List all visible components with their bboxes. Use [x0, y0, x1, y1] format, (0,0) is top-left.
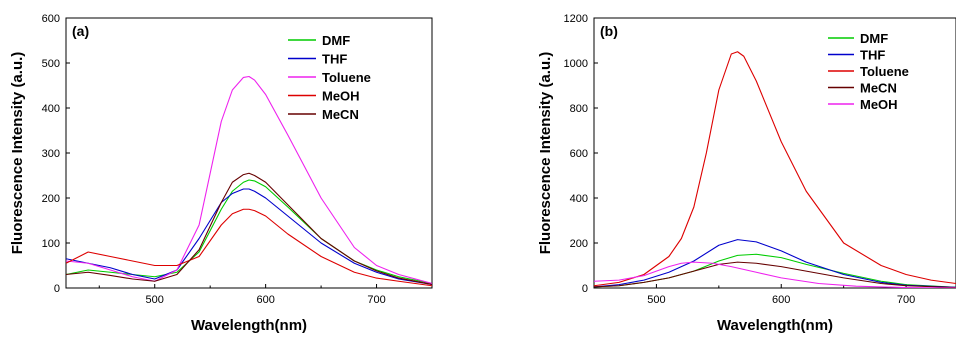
x-tick-label: 600	[772, 294, 790, 306]
legend-label-thf: THF	[322, 52, 347, 67]
plot-frame	[593, 17, 956, 289]
y-tick-label: 400	[570, 193, 588, 205]
series-line-dmf	[66, 179, 432, 285]
plot-frame	[65, 17, 433, 289]
legend-label-meoh: MeOH	[322, 89, 360, 104]
y-tick-label: 500	[42, 58, 60, 70]
series-line-thf	[594, 239, 956, 288]
series-line-toluene	[594, 51, 956, 287]
series-group	[594, 51, 956, 288]
x-axis-title: Wavelength(nm)	[717, 317, 833, 334]
legend-label-dmf: DMF	[322, 33, 350, 48]
legend-label-mecn: MeCN	[322, 107, 359, 122]
y-tick-label: 200	[42, 193, 60, 205]
legend-label-toluene: Toluene	[860, 64, 909, 79]
legend-label-toluene: Toluene	[322, 70, 371, 85]
series-line-mecn	[594, 261, 956, 288]
x-tick-label: 500	[647, 294, 665, 306]
legend-label-dmf: DMF	[860, 31, 888, 46]
y-tick-label: 0	[54, 283, 60, 295]
series-line-thf	[66, 188, 432, 285]
series-line-meoh	[66, 208, 432, 287]
x-tick-label: 700	[897, 294, 915, 306]
series-line-toluene	[66, 75, 432, 285]
legend-label-thf: THF	[860, 48, 885, 63]
chart-panel-b: 0 200 400 600 800 1000 1200 500 600 700 Wavelength…	[537, 13, 956, 334]
legend-label-mecn: MeCN	[860, 81, 897, 96]
x-axis-title: Wavelength(nm)	[191, 317, 307, 334]
y-axis-title: Fluorescence Intensity (a.u.)	[537, 52, 554, 255]
y-tick-label: 100	[42, 238, 60, 250]
x-tick-label: 500	[146, 294, 164, 306]
y-tick-label: 600	[570, 148, 588, 160]
y-tick-label: 1200	[564, 13, 588, 25]
legend: DMF THF Toluene MeOH MeCN	[288, 33, 371, 122]
series-group	[66, 75, 432, 287]
series-line-mecn	[66, 172, 432, 285]
legend-label-meoh: MeOH	[860, 97, 898, 112]
y-tick-label: 200	[570, 238, 588, 250]
y-tick-label: 400	[42, 103, 60, 115]
y-tick-label: 600	[42, 13, 60, 25]
panel-label: (b)	[600, 23, 618, 39]
chart-panel-a: 0 100 200 300 400 500 600 500 600 700 Wavelength(n…	[9, 13, 433, 334]
y-tick-label: 800	[570, 103, 588, 115]
x-tick-label: 700	[367, 294, 385, 306]
y-axis-title: Fluorescence Intensity (a.u.)	[9, 52, 26, 255]
x-tick-label: 600	[256, 294, 274, 306]
y-tick-label: 0	[582, 283, 588, 295]
y-tick-label: 1000	[564, 58, 588, 70]
panel-label: (a)	[72, 23, 89, 39]
y-tick-label: 300	[42, 148, 60, 160]
series-line-meoh	[594, 261, 956, 288]
